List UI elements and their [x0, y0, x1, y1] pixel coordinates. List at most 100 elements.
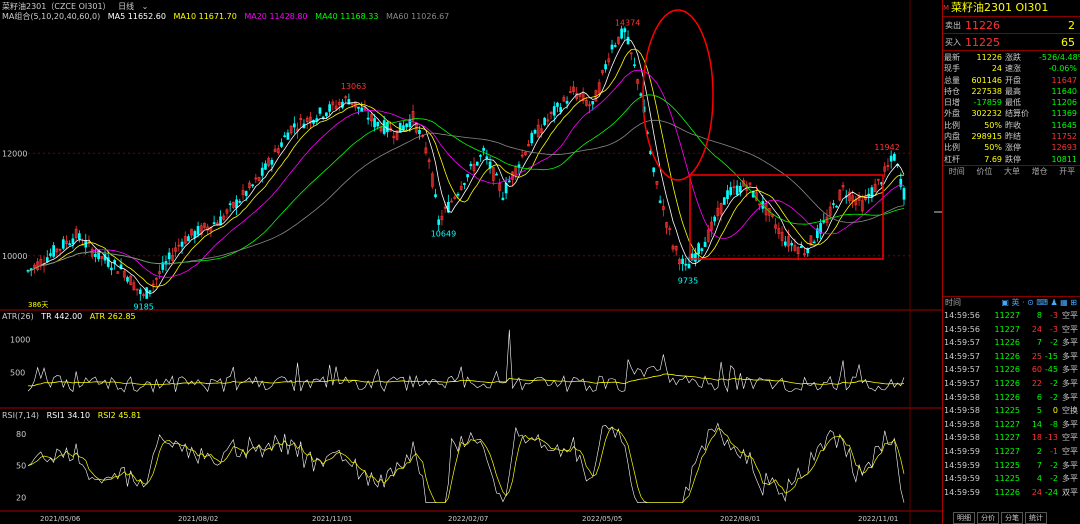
tick-oi-change: -3: [1050, 310, 1058, 320]
candle-body: [100, 256, 104, 259]
date-axis-label: 2022/05/05: [582, 515, 622, 523]
sell-row[interactable]: 卖出 11226 2: [943, 16, 1080, 33]
candle-body: [145, 287, 149, 299]
candle-body: [668, 228, 672, 230]
panel-tab[interactable]: 统计: [1025, 512, 1047, 524]
candle-body: [507, 180, 511, 183]
candle-body: [106, 257, 110, 267]
candle-body: [325, 112, 328, 117]
candle-body: [77, 233, 81, 240]
candle-body: [215, 222, 219, 226]
tick-row[interactable]: 14:59:56 11227 8 -3 空平: [943, 309, 1080, 323]
candle-body: [138, 289, 142, 295]
panel-symbol: 菜籽油2301 OI301: [951, 1, 1049, 14]
candle-body: [607, 58, 611, 63]
low-annotation: 9735: [678, 276, 698, 285]
kline-chart[interactable]: 12000 10000 13063 9185 10649 14374 9735 11942 38…: [0, 0, 942, 524]
candle-body: [543, 117, 546, 126]
tick-type: 多平: [1062, 351, 1078, 361]
tick-oi-change: -2: [1050, 392, 1058, 402]
buy-price: 11225: [965, 35, 1000, 49]
candle-body: [299, 118, 303, 121]
column-header[interactable]: 时间: [948, 166, 965, 176]
tick-row[interactable]: 14:59:58 11227 18 -13 空平: [943, 431, 1080, 445]
tick-oi-change: -15: [1044, 351, 1058, 361]
atr-label[interactable]: ATR(26): [2, 312, 34, 321]
column-header[interactable]: 开平: [1059, 166, 1076, 176]
tick-list[interactable]: 14:59:56 11227 8 -3 空平 14:59:56 11227 24 -3 空平 14:…: [943, 309, 1080, 499]
candle-body: [806, 248, 810, 254]
candle-body: [787, 236, 790, 247]
candle-body: [610, 44, 614, 50]
candle-body: [661, 206, 665, 211]
buy-row[interactable]: 买入 11225 65: [943, 33, 1080, 50]
tick-row[interactable]: 14:59:57 11226 60 -45 多平: [943, 363, 1080, 377]
period-selector[interactable]: 日线: [118, 2, 135, 11]
panel-tab[interactable]: 明细: [953, 512, 975, 524]
candle-body: [729, 187, 733, 195]
panel-tab[interactable]: 分笔: [1001, 512, 1023, 524]
tick-volume: 4: [1036, 474, 1042, 484]
tick-row[interactable]: 14:59:59 11225 4 -2 多平: [943, 472, 1080, 486]
candle-body: [430, 173, 434, 187]
quote-value: 24: [991, 64, 1002, 74]
candle-body: [411, 111, 415, 121]
candle-body: [873, 183, 877, 193]
price-axis-label: 10000: [2, 252, 27, 261]
tick-oi-change: -13: [1044, 433, 1058, 443]
candle-body: [58, 248, 62, 251]
tick-row[interactable]: 14:59:59 11225 7 -2 多平: [943, 459, 1080, 473]
tick-type: 多平: [1062, 460, 1078, 470]
candle-body: [418, 129, 421, 135]
rsi-label[interactable]: RSI(7,14): [2, 411, 40, 420]
candle-body: [726, 190, 729, 199]
candle-body: [719, 202, 723, 215]
tick-oi-change: -3: [1050, 324, 1058, 334]
candle-body: [848, 191, 851, 202]
tick-row[interactable]: 14:59:58 11225 5 0 空换: [943, 404, 1080, 418]
column-header[interactable]: 大单: [1003, 166, 1020, 176]
tick-row[interactable]: 14:59:58 11227 14 -8 多平: [943, 418, 1080, 432]
tick-time: 14:59:58: [944, 392, 980, 402]
quote-value: 50%: [984, 120, 1002, 130]
tick-toolbar: 时间 ▣ 英 · ⊙ ⌨ ♟ ▦ ⊞: [943, 295, 1080, 309]
tick-type: 空平: [1062, 433, 1078, 443]
candle-body: [690, 253, 694, 261]
candle-body: [36, 261, 39, 270]
column-header[interactable]: 增仓: [1031, 166, 1048, 176]
tick-row[interactable]: 14:59:57 11226 7 -2 多平: [943, 336, 1080, 350]
chevron-down-icon[interactable]: ⌄: [141, 2, 149, 11]
candle-body: [832, 203, 835, 205]
tick-row[interactable]: 14:59:57 11226 22 -2 多平: [943, 377, 1080, 391]
tick-row[interactable]: 14:59:57 11226 25 -15 多平: [943, 350, 1080, 364]
tick-row[interactable]: 14:59:56 11227 24 -3 空平: [943, 323, 1080, 337]
high-annotation: 11942: [874, 143, 899, 152]
tick-row[interactable]: 14:59:59 11227 2 -1 空平: [943, 445, 1080, 459]
tick-row[interactable]: 14:59:58 11226 6 -2 多平: [943, 391, 1080, 405]
candle-body: [684, 263, 688, 266]
candle-body: [116, 271, 120, 274]
candle-body: [491, 167, 495, 181]
candle-body: [363, 107, 367, 110]
quote-key: 现手: [944, 64, 960, 74]
tick-row[interactable]: 14:59:59 11226 24 -24 双平: [943, 486, 1080, 500]
chart-area[interactable]: 12000 10000 13063 9185 10649 14374 9735 11942 38…: [0, 0, 942, 524]
candle-body: [591, 101, 595, 105]
symbol-tab[interactable]: 菜籽油2301（CZCE OI301）: [2, 2, 111, 11]
candle-body: [559, 107, 563, 113]
toolbar-icons[interactable]: ▣ 英 · ⊙ ⌨ ♟ ▦ ⊞: [1001, 297, 1077, 307]
column-header[interactable]: 价位: [976, 166, 993, 176]
candle-body: [568, 91, 572, 93]
candle-body: [135, 288, 139, 291]
tick-time: 14:59:59: [944, 446, 980, 456]
ma-label[interactable]: MA组合(5,10,20,40,60,0): [2, 12, 101, 21]
atr-axis-label: 1000: [10, 336, 30, 345]
tick-oi-change: -2: [1050, 378, 1058, 388]
candle-body: [639, 93, 643, 96]
candle-body: [180, 241, 184, 247]
candle-body: [318, 107, 322, 114]
date-axis-label: 2021/11/01: [312, 515, 352, 523]
candle-body: [366, 117, 370, 120]
rsi2-value: RSI2 45.81: [97, 411, 142, 420]
panel-tab[interactable]: 分价: [977, 512, 999, 524]
